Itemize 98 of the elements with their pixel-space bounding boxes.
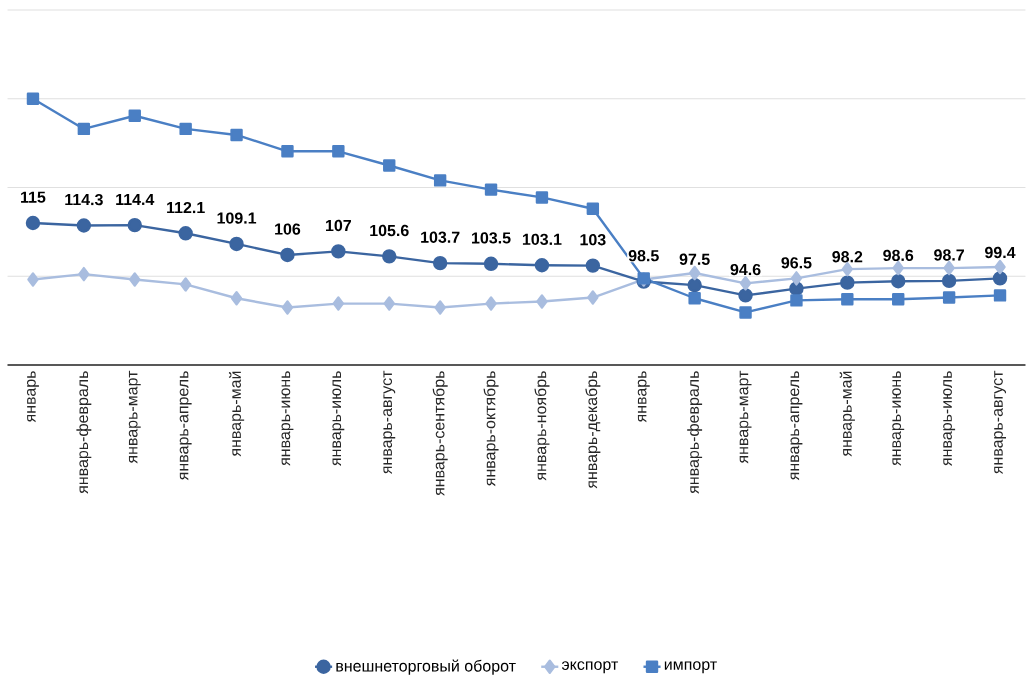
x-tick-label: январь-июль [943, 371, 956, 466]
x-tick-label: январь-март [128, 370, 141, 464]
x-tick-label: январь-сентябрь [432, 371, 448, 496]
point [230, 291, 243, 306]
x-tick-label: январь-февраль [687, 371, 703, 494]
point [229, 236, 244, 252]
legend-label: импорт [664, 661, 717, 674]
data-label: 98.7 [934, 249, 964, 261]
point [739, 276, 752, 291]
point [433, 174, 447, 187]
point [587, 290, 599, 305]
legend-label: экспорт [561, 661, 619, 674]
data-label: 112.1 [167, 201, 205, 214]
point [841, 293, 854, 306]
point [179, 122, 192, 136]
point [585, 258, 601, 273]
data-label: 106 [275, 223, 301, 235]
point [892, 293, 905, 306]
point [992, 271, 1008, 286]
data-label: 103.7 [421, 231, 460, 243]
point [535, 191, 549, 204]
point [536, 294, 548, 309]
x-tick-label: январь-февраль [76, 371, 92, 494]
point [331, 244, 346, 259]
data-label: 114.4 [116, 193, 155, 205]
legend-label: внешнеторговый оборот [336, 659, 516, 675]
point [891, 274, 906, 289]
point [434, 300, 446, 315]
x-tick-label: январь-июль [332, 371, 345, 466]
point [943, 260, 955, 276]
x-tick-label: январь-апрель [790, 371, 803, 481]
x-tick-label: январь-май [228, 371, 245, 457]
point [892, 260, 904, 276]
data-label: 98.6 [883, 249, 914, 262]
point [76, 218, 92, 233]
point [178, 226, 193, 241]
point [129, 272, 141, 287]
x-tick-label: январь [26, 371, 39, 423]
x-tick-label: январь-март [739, 370, 752, 464]
data-label: 109.1 [217, 212, 257, 224]
point [383, 296, 395, 311]
point [840, 275, 855, 290]
point [941, 273, 957, 289]
point [332, 145, 345, 158]
x-tick-label: январь-май [839, 371, 855, 457]
point [790, 271, 803, 286]
point [586, 202, 600, 215]
data-label: 98.5 [628, 250, 659, 262]
point [483, 256, 499, 272]
point [383, 159, 396, 172]
data-label: 107 [326, 219, 351, 232]
data-label: 94.6 [730, 263, 761, 276]
point [994, 259, 1006, 275]
data-label: 96.5 [781, 257, 812, 269]
data-label: 103.1 [522, 233, 562, 246]
point [77, 122, 91, 136]
point [485, 296, 497, 311]
point [179, 277, 192, 292]
data-label: 99.4 [985, 246, 1016, 259]
point [688, 265, 701, 281]
data-label: 114.3 [65, 193, 103, 206]
point [687, 277, 702, 293]
point [281, 300, 294, 315]
point [942, 291, 956, 304]
data-label: 103 [580, 234, 606, 246]
point [993, 289, 1007, 302]
point [128, 109, 141, 122]
data-label: 98.2 [832, 251, 863, 263]
point [790, 294, 803, 307]
data-label: 115 [21, 191, 46, 203]
data-label: 103.5 [472, 232, 511, 244]
point [78, 266, 90, 282]
x-tick-label: январь-август [994, 370, 1006, 475]
x-tick-label: январь-август [383, 370, 396, 475]
point [280, 247, 295, 263]
point [688, 292, 701, 305]
point [432, 255, 448, 271]
point [382, 249, 397, 264]
x-tick-label: январь-апрель [179, 371, 192, 481]
data-label: 105.6 [370, 224, 409, 237]
point [739, 306, 752, 319]
x-tick-label: январь-декабрь [585, 371, 601, 489]
x-tick-label: январь-июнь [281, 371, 294, 466]
point [484, 183, 498, 196]
point [230, 128, 243, 142]
x-tick-label: январь [637, 371, 650, 423]
point [27, 272, 39, 287]
x-tick-label: январь-октябрь [483, 371, 499, 487]
point [127, 217, 142, 233]
point [332, 296, 345, 311]
data-label: 97.5 [679, 253, 710, 265]
point [26, 92, 40, 105]
point [738, 288, 753, 303]
point [534, 258, 550, 273]
x-tick-label: январь-июнь [892, 371, 905, 466]
point [25, 215, 41, 231]
point [281, 145, 294, 158]
x-tick-label: январь-ноябрь [534, 371, 550, 481]
